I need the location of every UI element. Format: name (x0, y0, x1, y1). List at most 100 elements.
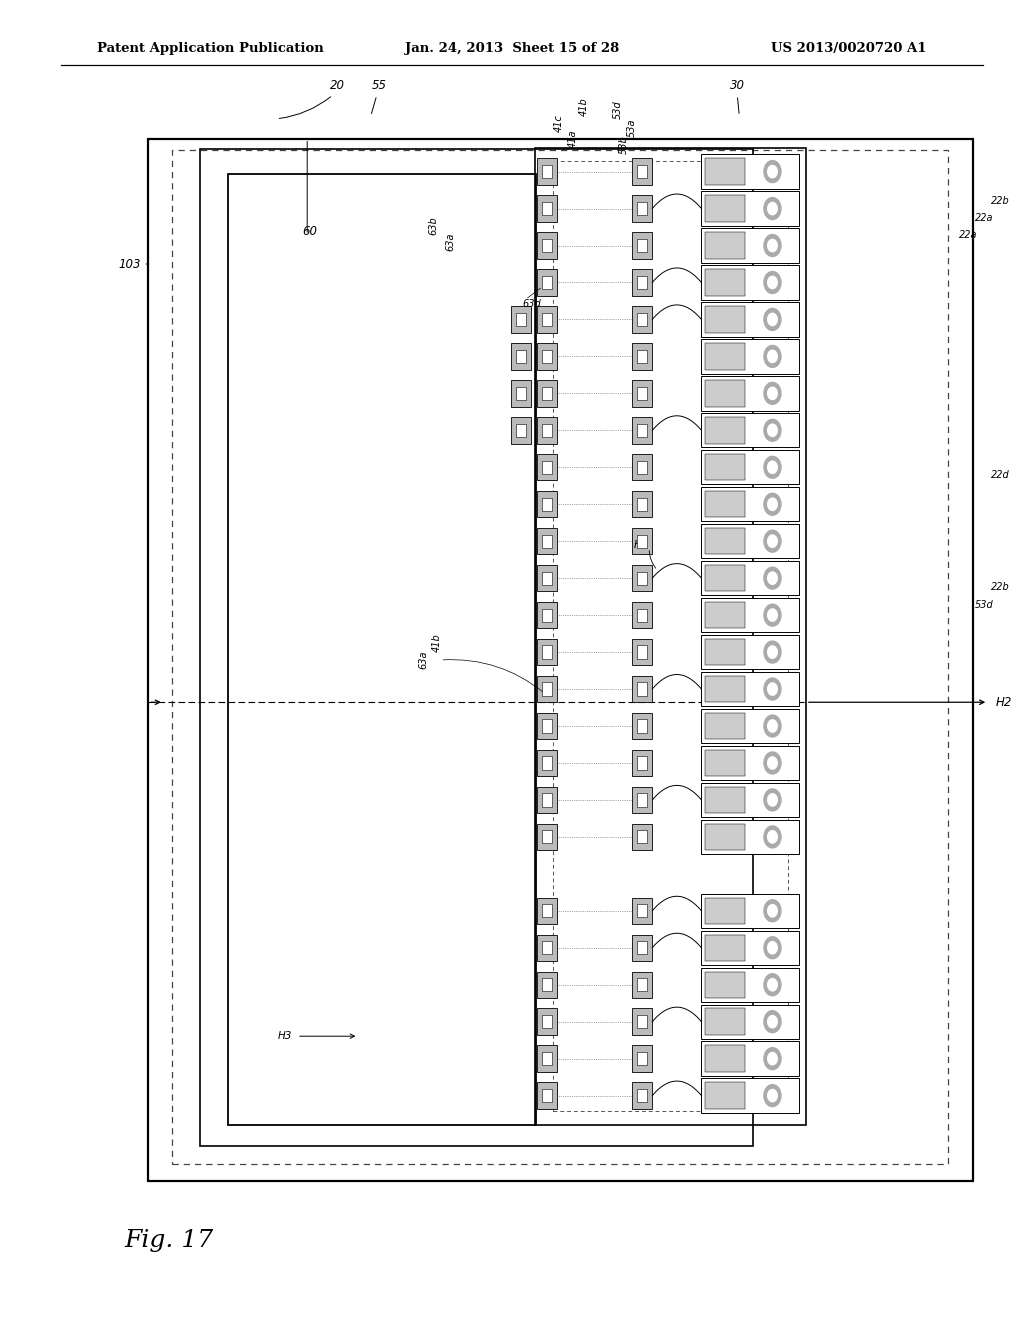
Text: H1: H1 (634, 540, 648, 550)
Circle shape (768, 793, 777, 807)
Text: Jan. 24, 2013  Sheet 15 of 28: Jan. 24, 2013 Sheet 15 of 28 (404, 42, 620, 55)
Bar (542, 276, 552, 289)
Circle shape (764, 1085, 781, 1106)
Bar (705, 454, 745, 480)
Bar (637, 424, 647, 437)
Bar (637, 165, 647, 178)
Bar (516, 387, 526, 400)
Bar (637, 904, 647, 917)
Bar (537, 343, 557, 370)
Text: 63d: 63d (522, 298, 541, 309)
Bar (701, 561, 799, 595)
Text: 41a: 41a (567, 129, 578, 148)
Bar (637, 387, 647, 400)
Bar (632, 158, 652, 185)
Circle shape (764, 457, 781, 478)
Circle shape (764, 235, 781, 256)
Circle shape (764, 198, 781, 219)
Bar (632, 676, 652, 702)
Bar (542, 1015, 552, 1028)
Bar (632, 1082, 652, 1109)
Text: 22a: 22a (975, 213, 993, 223)
Bar (701, 1005, 799, 1039)
Bar (542, 1089, 552, 1102)
Bar (637, 941, 647, 954)
Bar (637, 498, 647, 511)
Bar (632, 713, 652, 739)
Circle shape (768, 645, 777, 659)
Bar (705, 713, 745, 739)
Bar (632, 935, 652, 961)
Bar (705, 1045, 745, 1072)
Bar (701, 968, 799, 1002)
Text: Patent Application Publication: Patent Application Publication (97, 42, 324, 55)
Bar (537, 1082, 557, 1109)
Bar (705, 158, 745, 185)
Circle shape (768, 276, 777, 289)
Bar (200, 149, 753, 1146)
Circle shape (768, 1052, 777, 1065)
Bar (542, 498, 552, 511)
Text: H2: H2 (995, 696, 1012, 709)
Bar (705, 380, 745, 407)
Bar (537, 158, 557, 185)
Bar (705, 306, 745, 333)
Bar (537, 528, 557, 554)
Bar (637, 572, 647, 585)
Circle shape (768, 202, 777, 215)
Text: H3: H3 (278, 1031, 292, 1041)
Bar (537, 1045, 557, 1072)
Circle shape (768, 387, 777, 400)
Circle shape (764, 272, 781, 293)
Bar (637, 1015, 647, 1028)
Bar (542, 387, 552, 400)
Bar (537, 269, 557, 296)
Bar (701, 1041, 799, 1076)
Bar (637, 609, 647, 622)
Bar (637, 239, 647, 252)
Circle shape (764, 531, 781, 552)
Bar (701, 302, 799, 337)
Circle shape (768, 830, 777, 843)
Bar (705, 972, 745, 998)
Bar (537, 676, 557, 702)
Circle shape (764, 1011, 781, 1032)
Bar (537, 935, 557, 961)
Circle shape (768, 313, 777, 326)
Bar (705, 269, 745, 296)
Bar (632, 454, 652, 480)
Bar (537, 232, 557, 259)
Bar (637, 756, 647, 770)
Bar (701, 339, 799, 374)
Bar (701, 635, 799, 669)
Bar (537, 750, 557, 776)
Bar (537, 306, 557, 333)
Bar (542, 645, 552, 659)
Bar (632, 1045, 652, 1072)
Circle shape (768, 498, 777, 511)
Bar (701, 265, 799, 300)
Bar (705, 232, 745, 259)
Bar (542, 535, 552, 548)
Circle shape (764, 161, 781, 182)
Circle shape (764, 346, 781, 367)
Circle shape (768, 904, 777, 917)
Bar (511, 306, 531, 333)
Bar (542, 165, 552, 178)
Bar (542, 904, 552, 917)
Text: Fig. 17: Fig. 17 (124, 1229, 214, 1253)
Bar (705, 935, 745, 961)
Bar (701, 413, 799, 447)
Circle shape (768, 978, 777, 991)
Bar (701, 1078, 799, 1113)
Bar (535, 148, 806, 1125)
Bar (537, 824, 557, 850)
Bar (553, 161, 788, 1111)
Bar (701, 450, 799, 484)
Circle shape (764, 974, 781, 995)
Bar (637, 682, 647, 696)
Bar (537, 380, 557, 407)
Bar (705, 195, 745, 222)
Bar (537, 1008, 557, 1035)
Bar (632, 824, 652, 850)
